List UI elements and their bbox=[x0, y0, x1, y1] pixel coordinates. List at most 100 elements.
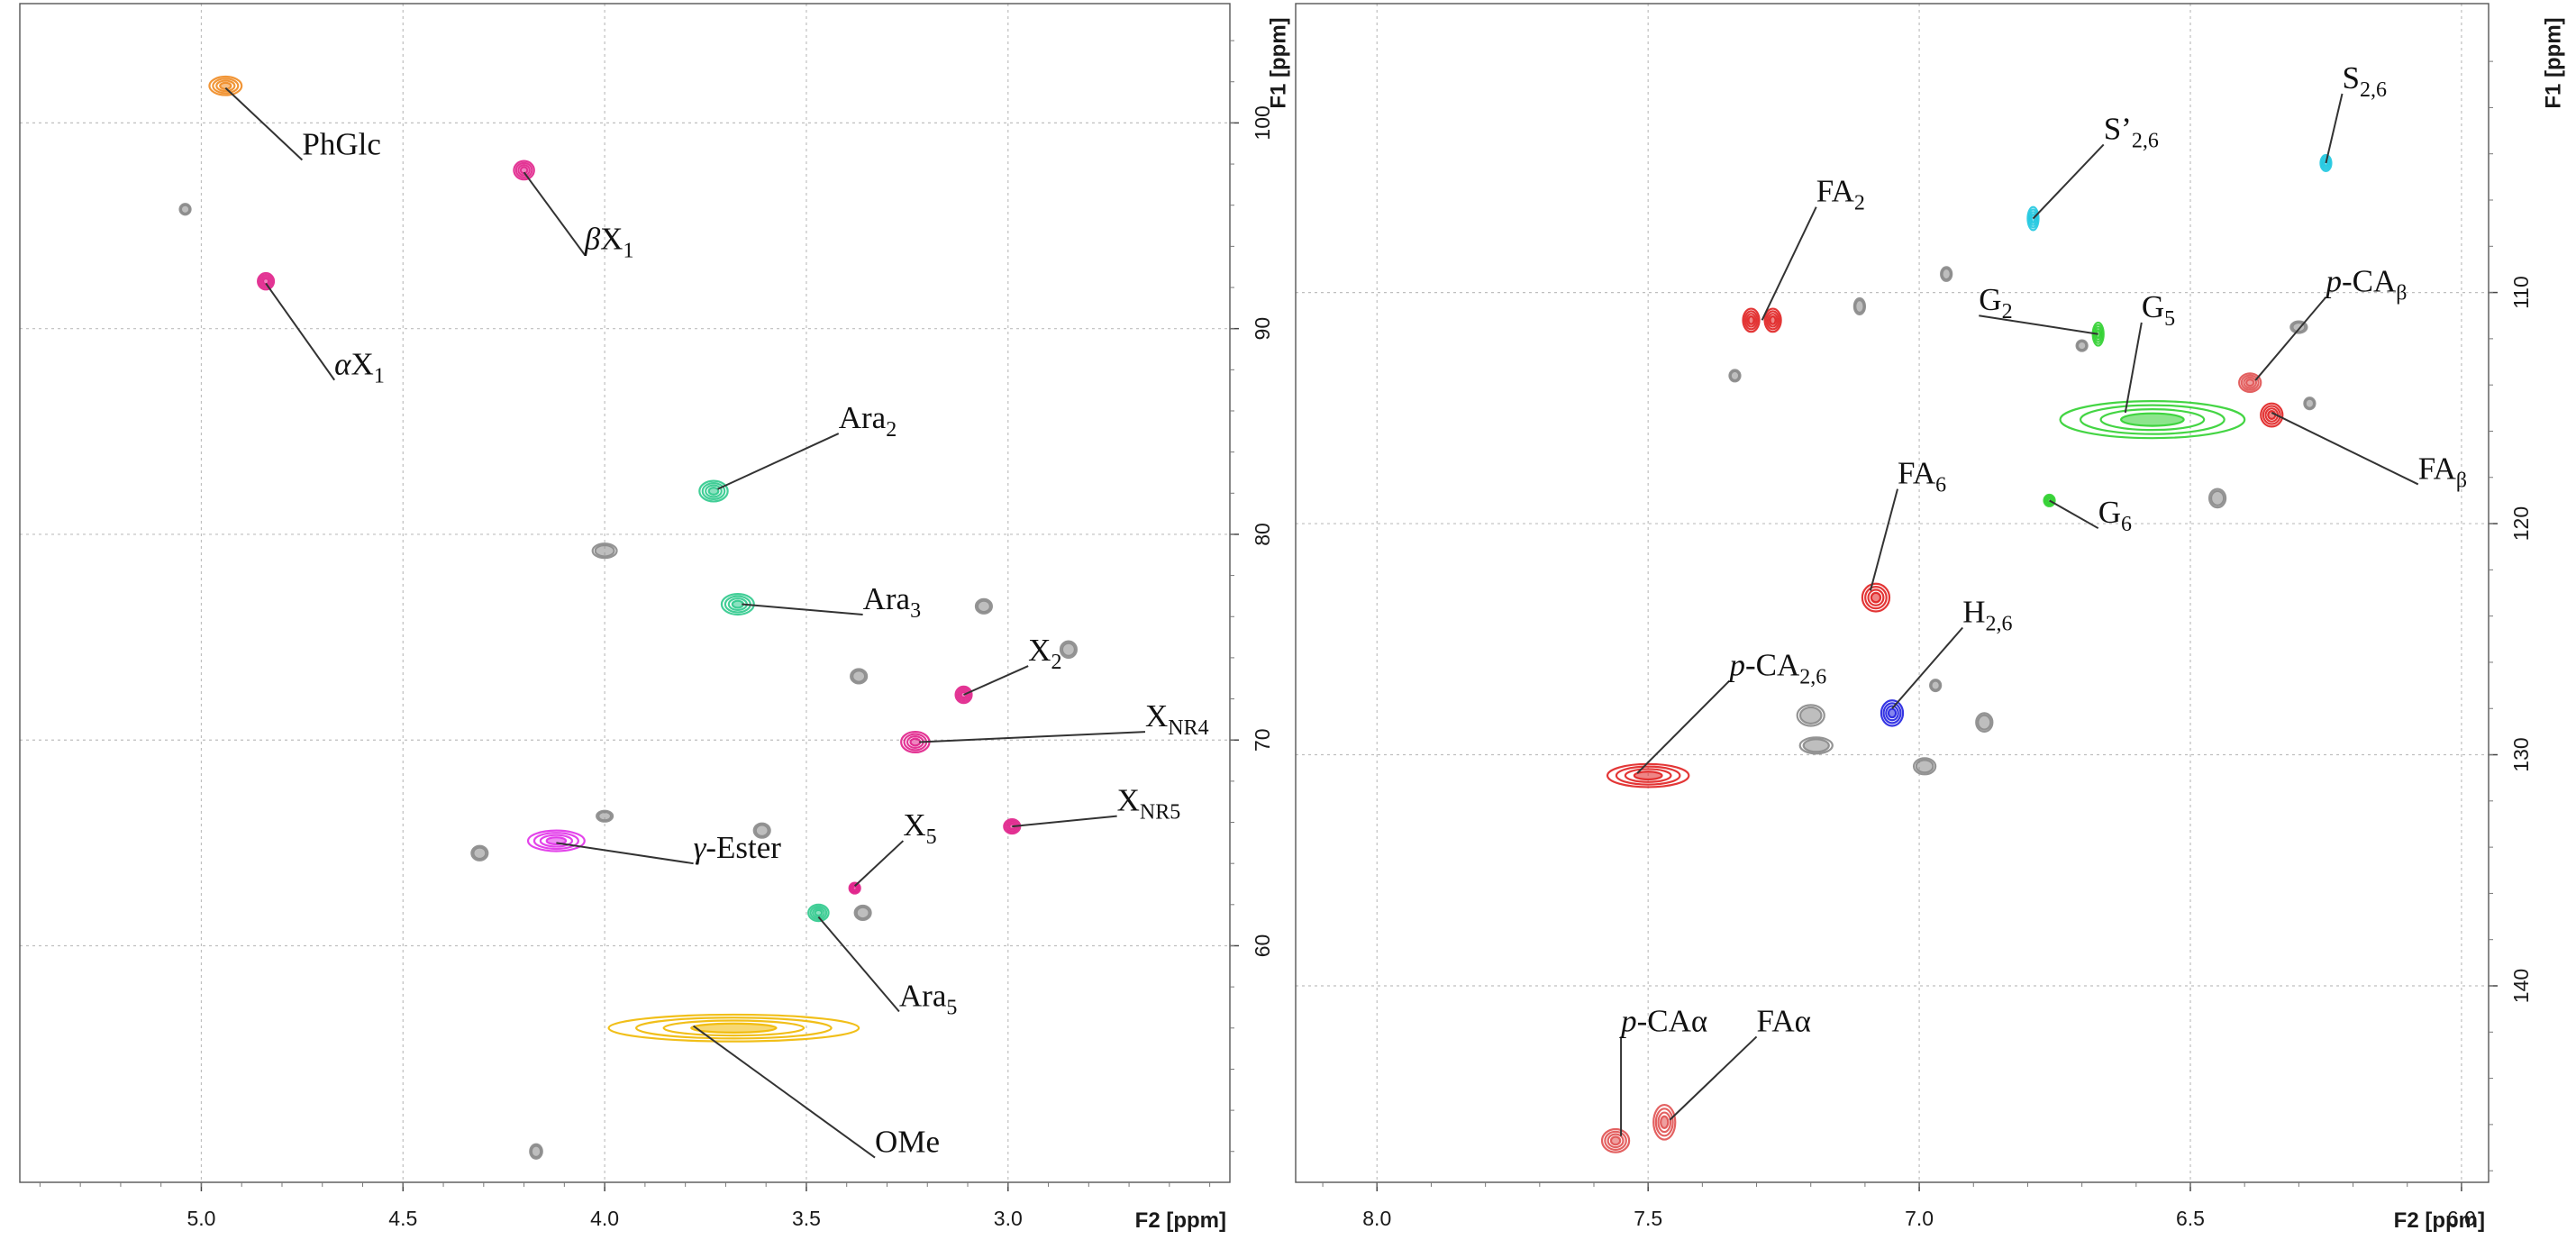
peak-contour bbox=[1767, 313, 1779, 328]
peak-label: βX1 bbox=[584, 221, 634, 262]
peak-label: γ-Ester bbox=[694, 830, 782, 865]
unassigned-peak bbox=[1940, 266, 1953, 282]
peak-contour bbox=[596, 809, 614, 823]
y-tick-label: 110 bbox=[2509, 276, 2533, 309]
peak-contour bbox=[720, 593, 755, 616]
leader-line bbox=[919, 731, 1146, 743]
peak-contour bbox=[848, 881, 861, 895]
y-tick-label: 100 bbox=[1251, 105, 1274, 140]
label-main-text: -CAα bbox=[1637, 1003, 1708, 1038]
x-tick-label: 4.5 bbox=[388, 1207, 417, 1230]
peak-contour bbox=[545, 836, 568, 846]
peak-contour bbox=[597, 810, 613, 822]
peak-G5 bbox=[2059, 400, 2246, 440]
peak-label: XNR4 bbox=[1145, 698, 1209, 740]
peak-contour bbox=[1609, 1135, 1622, 1146]
label-main-text: OMe bbox=[875, 1125, 940, 1160]
peak-αX1 bbox=[257, 271, 276, 291]
peak-contour bbox=[513, 160, 535, 181]
leader-line bbox=[2254, 296, 2327, 381]
peak-label: G6 bbox=[2098, 495, 2132, 536]
peak-contour bbox=[2260, 402, 2284, 428]
leader-line bbox=[2325, 93, 2344, 164]
peak-contour bbox=[1606, 762, 1690, 789]
leader-line bbox=[523, 171, 586, 256]
x-axis-title: F2 [ppm] bbox=[2394, 1208, 2485, 1233]
peak-contour bbox=[1912, 757, 1937, 776]
peak-contour bbox=[849, 882, 860, 894]
peak-label: PhGlc bbox=[302, 126, 381, 161]
peak-contour bbox=[2099, 408, 2206, 432]
peak-contour bbox=[2044, 495, 2055, 506]
peak-contour bbox=[1802, 738, 1830, 753]
unassigned-peak bbox=[1852, 296, 1867, 316]
label-italic-prefix: γ bbox=[694, 830, 707, 865]
peak-contour bbox=[1633, 770, 1663, 781]
peak-contour bbox=[853, 904, 872, 922]
label-main-text: X bbox=[1145, 698, 1168, 734]
peak-contour bbox=[707, 487, 720, 496]
peak-label: H2,6 bbox=[1962, 594, 2012, 635]
peak-contour bbox=[1929, 679, 1943, 693]
label-main-text: G bbox=[1979, 282, 2001, 317]
peak-contour bbox=[1728, 369, 1742, 383]
peak-contour bbox=[607, 1013, 860, 1043]
peak-contour bbox=[851, 670, 867, 683]
peak-contour bbox=[1747, 314, 1755, 325]
peak-label: OMe bbox=[875, 1125, 940, 1160]
peak-contour bbox=[2026, 205, 2040, 232]
peak-FA2 bbox=[1742, 307, 1761, 333]
label-subscript: NR5 bbox=[1140, 801, 1180, 825]
x-tick-label: 3.0 bbox=[994, 1207, 1023, 1230]
y-axis-title: F1 [ppm] bbox=[1266, 17, 1290, 108]
peak-OMe bbox=[607, 1013, 860, 1043]
peak-contour bbox=[1798, 736, 1834, 755]
label-main-text: H bbox=[1962, 594, 1985, 629]
peak-contour bbox=[1882, 702, 1902, 725]
peak-label: XNR5 bbox=[1117, 783, 1181, 825]
peak-contour bbox=[2059, 400, 2246, 440]
y-tick-label: 140 bbox=[2509, 969, 2533, 1003]
peak-contour bbox=[1652, 1103, 1677, 1141]
leader-line bbox=[1869, 488, 1898, 591]
label-main-text: Ara bbox=[863, 581, 911, 616]
peak-contour bbox=[1915, 759, 1934, 774]
label-subscript: 2 bbox=[886, 418, 897, 442]
peak-contour bbox=[976, 599, 992, 614]
label-subscript: 1 bbox=[623, 239, 633, 262]
peak-contour bbox=[1763, 307, 1782, 333]
peak-contour bbox=[698, 479, 729, 503]
peak-X2 bbox=[954, 685, 973, 705]
peak-contour bbox=[215, 79, 236, 93]
label-italic-prefix: p bbox=[1618, 1003, 1637, 1038]
label-italic-prefix: p bbox=[2323, 264, 2342, 299]
leader-line bbox=[717, 433, 840, 490]
peak-contour bbox=[1870, 591, 1882, 604]
label-main-text: FA bbox=[1898, 456, 1936, 491]
peak-contour bbox=[974, 597, 993, 615]
unassigned-peak bbox=[1796, 704, 1825, 727]
x-tick-label: 5.0 bbox=[187, 1207, 215, 1230]
peak-contour bbox=[1769, 314, 1777, 325]
peak-Ara2 bbox=[698, 479, 729, 503]
peak-γ-Ester bbox=[526, 829, 586, 852]
leader-line bbox=[853, 840, 905, 888]
unassigned-peak bbox=[1059, 640, 1078, 660]
peak-contour bbox=[2243, 376, 2258, 389]
peak-label: FA6 bbox=[1898, 456, 1946, 497]
leader-line bbox=[265, 282, 335, 381]
peak-contour bbox=[2238, 372, 2262, 393]
peak-contour bbox=[1742, 307, 1761, 333]
peak-contour bbox=[2320, 155, 2332, 171]
y-tick-label: 60 bbox=[1251, 934, 1274, 958]
peak-contour bbox=[514, 161, 533, 179]
peak-FA6 bbox=[1861, 582, 1891, 613]
x-tick-label: 8.0 bbox=[1362, 1207, 1391, 1230]
peak-contour bbox=[591, 542, 618, 560]
peak-contour bbox=[2240, 374, 2260, 391]
unassigned-peak bbox=[2075, 339, 2089, 352]
leader-line bbox=[224, 87, 304, 161]
peak-contour bbox=[1654, 1108, 1674, 1137]
label-main-text: -CA bbox=[1745, 647, 1800, 682]
peak-contour bbox=[1624, 768, 1672, 783]
